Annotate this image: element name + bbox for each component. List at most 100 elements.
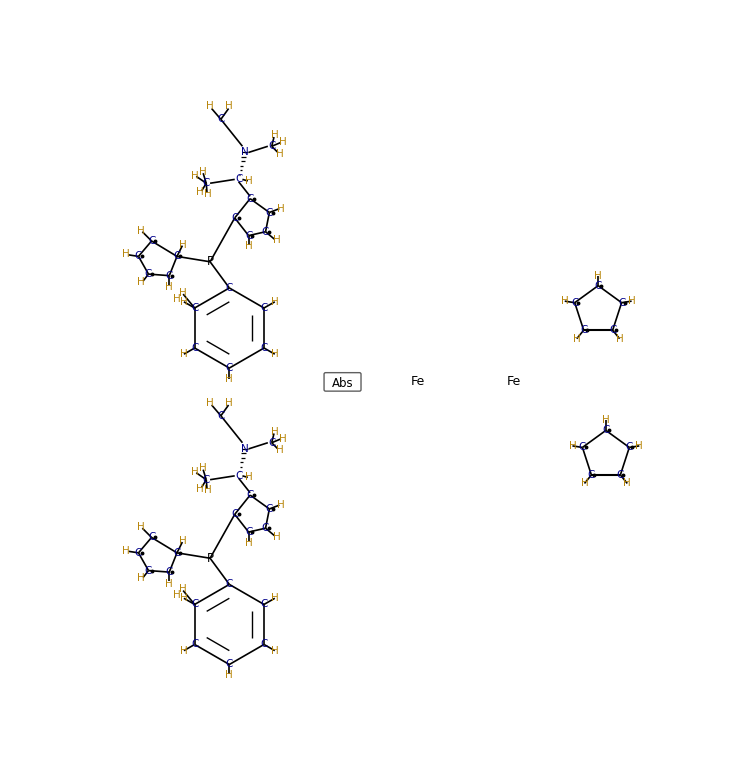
Text: C: C: [247, 194, 254, 204]
Text: C: C: [594, 281, 602, 291]
Text: H: H: [636, 441, 643, 451]
Text: H: H: [245, 241, 253, 251]
Text: H: H: [624, 478, 631, 488]
Text: C: C: [173, 251, 181, 261]
Text: P: P: [207, 552, 213, 565]
Text: C: C: [626, 442, 633, 453]
Text: H: H: [275, 149, 284, 159]
Text: C: C: [235, 174, 242, 185]
Text: C: C: [191, 600, 198, 609]
Text: H: H: [121, 546, 129, 556]
Text: H: H: [271, 646, 279, 656]
Text: C: C: [260, 600, 268, 609]
Text: H: H: [275, 445, 284, 456]
Text: Fe: Fe: [411, 375, 425, 388]
Text: C: C: [191, 343, 198, 353]
Text: H: H: [278, 138, 287, 148]
Text: H: H: [273, 531, 281, 542]
Text: H: H: [278, 434, 287, 444]
Text: C: C: [579, 442, 586, 453]
Text: C: C: [265, 207, 273, 217]
Text: H: H: [628, 296, 636, 306]
Text: C: C: [203, 178, 210, 188]
Text: C: C: [203, 475, 210, 484]
Text: H: H: [273, 235, 281, 245]
Text: N: N: [241, 148, 249, 157]
Text: C: C: [135, 251, 143, 261]
Text: C: C: [191, 303, 198, 313]
Text: H: H: [225, 397, 233, 408]
Text: C: C: [268, 438, 275, 447]
Text: Abs: Abs: [332, 377, 354, 390]
Text: C: C: [580, 326, 587, 335]
Text: C: C: [265, 504, 273, 514]
Text: C: C: [217, 114, 225, 124]
Text: C: C: [225, 283, 233, 293]
Text: H: H: [277, 500, 285, 510]
Text: H: H: [179, 584, 186, 594]
Text: H: H: [246, 176, 253, 186]
Text: H: H: [165, 282, 173, 292]
Text: H: H: [271, 297, 279, 307]
Text: C: C: [260, 343, 268, 353]
Text: H: H: [180, 593, 188, 603]
Text: C: C: [235, 471, 242, 481]
Text: P: P: [207, 255, 213, 268]
Text: H: H: [225, 670, 233, 681]
Text: H: H: [180, 297, 188, 307]
Text: C: C: [145, 269, 152, 279]
Text: C: C: [268, 142, 275, 151]
FancyBboxPatch shape: [324, 372, 361, 391]
Text: H: H: [271, 427, 279, 437]
Text: H: H: [196, 188, 204, 198]
Text: H: H: [616, 334, 624, 344]
Text: H: H: [180, 349, 188, 359]
Text: H: H: [271, 130, 279, 141]
Text: C: C: [247, 490, 254, 500]
Text: C: C: [245, 527, 253, 537]
Text: H: H: [137, 277, 145, 287]
Text: H: H: [207, 397, 214, 408]
Text: H: H: [198, 463, 207, 473]
Text: H: H: [207, 101, 214, 111]
Text: C: C: [145, 565, 152, 575]
Text: H: H: [191, 170, 198, 180]
Text: H: H: [271, 593, 279, 603]
Text: C: C: [225, 363, 233, 373]
Text: H: H: [204, 189, 212, 199]
Text: H: H: [602, 416, 610, 425]
Text: H: H: [137, 573, 145, 583]
Text: H: H: [180, 646, 188, 656]
Text: H: H: [271, 349, 279, 359]
Text: C: C: [148, 236, 155, 246]
Text: H: H: [165, 578, 173, 589]
Text: C: C: [618, 298, 625, 307]
Text: H: H: [121, 249, 129, 259]
Text: H: H: [594, 271, 602, 281]
Text: C: C: [166, 271, 173, 281]
Text: H: H: [225, 374, 233, 384]
Text: C: C: [587, 470, 595, 480]
Text: H: H: [179, 288, 186, 298]
Text: H: H: [561, 296, 569, 306]
Text: C: C: [225, 659, 233, 669]
Text: H: H: [573, 334, 581, 344]
Text: H: H: [204, 485, 212, 496]
Text: H: H: [198, 167, 207, 176]
Text: H: H: [137, 522, 145, 532]
Text: C: C: [166, 567, 173, 577]
Text: H: H: [246, 472, 253, 482]
Text: C: C: [225, 579, 233, 590]
Text: C: C: [262, 523, 269, 533]
Text: H: H: [225, 101, 233, 111]
Text: C: C: [245, 231, 253, 241]
Text: H: H: [569, 441, 576, 451]
Text: N: N: [241, 444, 249, 454]
Text: H: H: [173, 590, 181, 600]
Text: C: C: [609, 326, 616, 335]
Text: C: C: [173, 548, 181, 558]
Text: H: H: [581, 478, 588, 488]
Text: H: H: [196, 484, 204, 494]
Text: C: C: [135, 548, 143, 558]
Text: H: H: [179, 240, 187, 250]
